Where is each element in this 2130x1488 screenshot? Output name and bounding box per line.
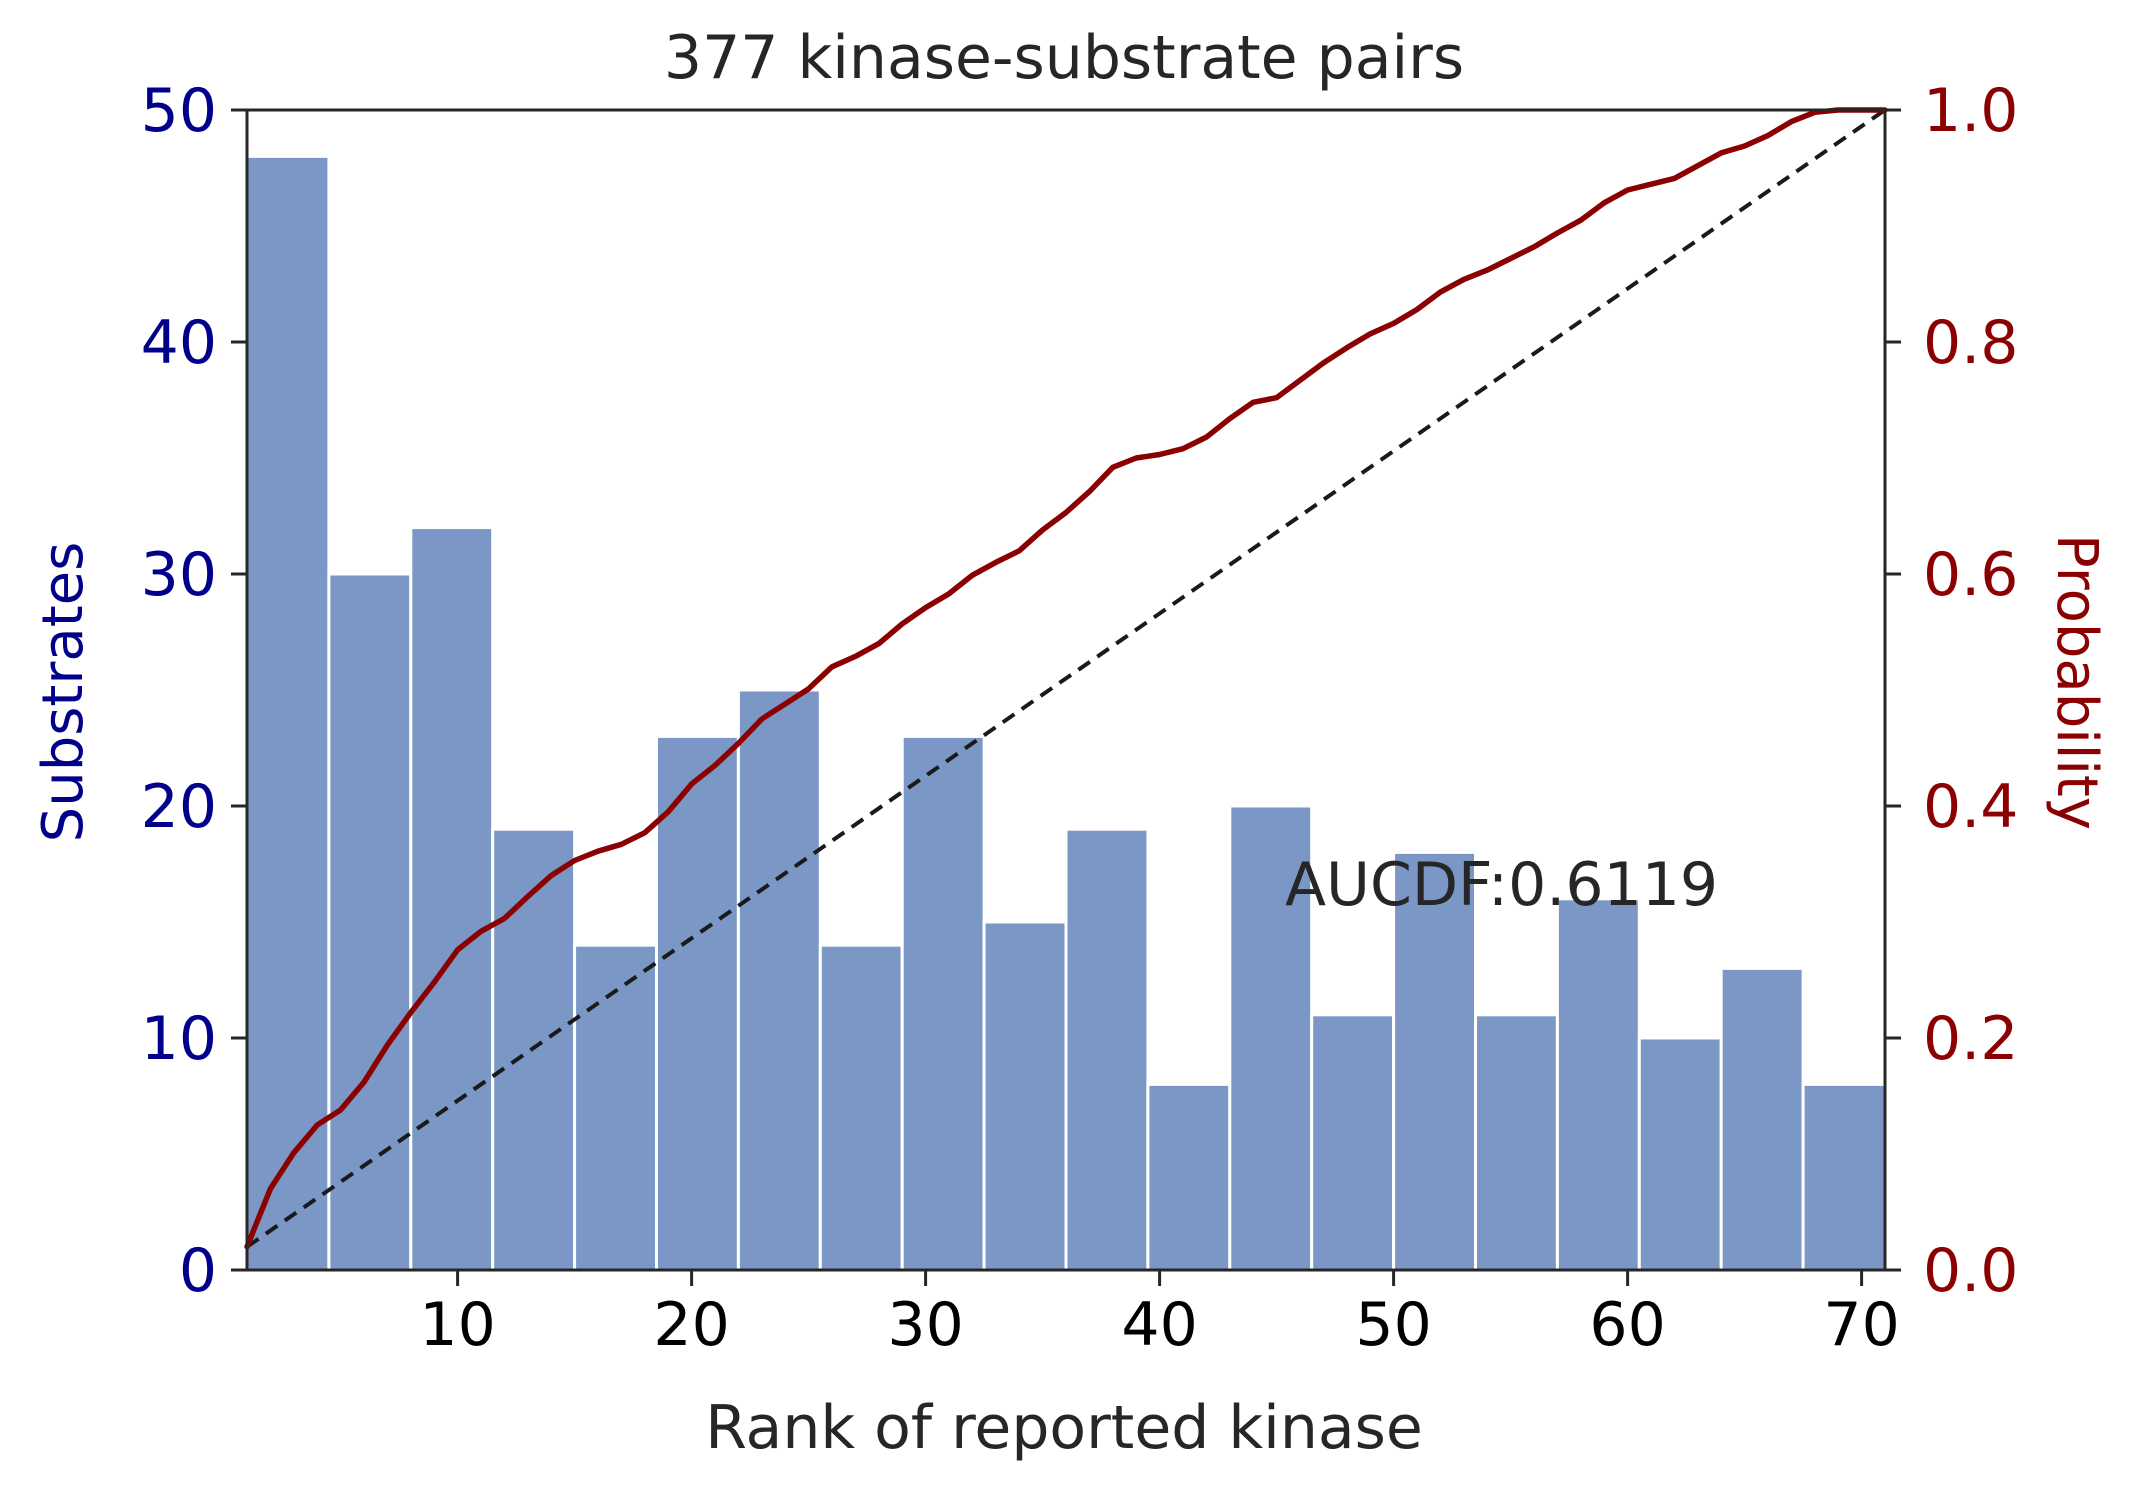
histogram-bar <box>736 688 822 1272</box>
histogram-bar <box>982 920 1068 1272</box>
histogram-bar <box>1801 1082 1887 1272</box>
histogram-bar <box>1719 966 1805 1272</box>
y-tick-label: 50 <box>141 76 217 146</box>
x-tick-label: 10 <box>419 1290 495 1360</box>
axes-layer <box>245 108 1887 1272</box>
histogram-bar <box>1637 1036 1723 1272</box>
x-tick-label: 60 <box>1589 1290 1665 1360</box>
y-tick-label: 40 <box>141 308 217 378</box>
aucdf-annotation: AUCDF:0.6119 <box>1285 850 1718 920</box>
x-tick-label: 20 <box>653 1290 729 1360</box>
y-tick-label: 30 <box>141 540 217 610</box>
lines-layer <box>244 107 1888 1250</box>
histogram-bar <box>1310 1013 1396 1272</box>
y-tick-label: 20 <box>141 772 217 842</box>
histogram-bar <box>1392 850 1477 1272</box>
histogram-bar <box>409 526 495 1272</box>
chart-title: 377 kinase-substrate pairs <box>664 23 1464 93</box>
y2-tick-label: 0.8 <box>1923 308 2018 378</box>
reference-diagonal-line <box>245 108 1887 1249</box>
cdf-line <box>244 107 1888 1250</box>
y2-tick-label: 1.0 <box>1923 76 2018 146</box>
histogram-bar <box>327 572 413 1272</box>
histogram-bar <box>818 943 904 1272</box>
x-tick-label: 30 <box>887 1290 963 1360</box>
histogram-bar <box>1146 1082 1232 1272</box>
histogram-bar <box>573 943 658 1272</box>
y2-tick-label: 0.4 <box>1923 772 2018 842</box>
histogram-bar <box>1555 897 1641 1272</box>
histogram-bar <box>1228 804 1314 1272</box>
y2-tick-label: 0.2 <box>1923 1004 2018 1074</box>
x-axis-label: Rank of reported kinase <box>705 1393 1423 1463</box>
histogram-bar <box>1474 1013 1559 1272</box>
y-tick-label: 10 <box>141 1004 217 1074</box>
histogram-bar <box>655 734 740 1272</box>
x-tick-label: 50 <box>1355 1290 1431 1360</box>
x-tick-label: 70 <box>1823 1290 1899 1360</box>
y-tick-label: 0 <box>179 1236 217 1306</box>
y2-tick-label: 0.6 <box>1923 540 2018 610</box>
y2-axis-label: Probability <box>2044 534 2109 830</box>
y2-tick-label: 0.0 <box>1923 1236 2018 1306</box>
histogram-bar <box>900 734 986 1272</box>
histogram-bar <box>1064 827 1150 1272</box>
y-axis-label: Substrates <box>31 542 96 843</box>
ticks-layer: 10 20 30 40 50 60 70 0 10 20 30 40 50 0.0 0.2 0.4 0.6 0.8… <box>141 76 2019 1360</box>
x-tick-label: 40 <box>1121 1290 1197 1360</box>
histogram-bars <box>245 154 1887 1272</box>
histogram-bar <box>245 154 331 1272</box>
